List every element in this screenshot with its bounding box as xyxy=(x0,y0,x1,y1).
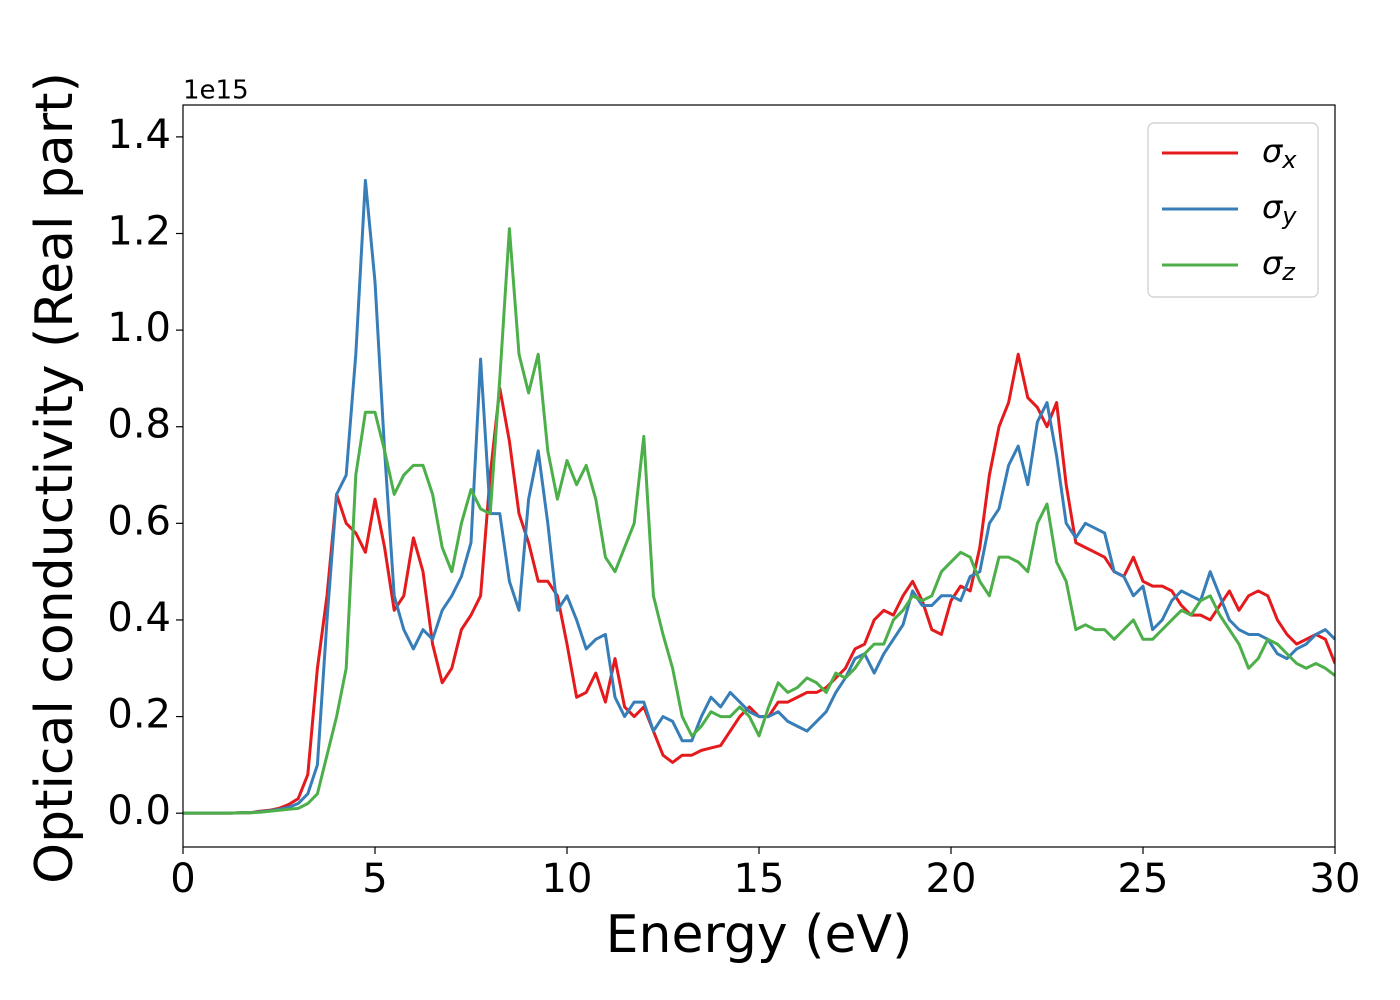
x-tick-label: 25 xyxy=(1118,856,1169,902)
y-tick-label: 1.4 xyxy=(107,112,171,158)
line-series xyxy=(183,227,1335,815)
legend-label: σy xyxy=(1262,188,1297,230)
plot-area xyxy=(183,178,1335,815)
x-axis-label: Energy (eV) xyxy=(606,905,913,965)
y-tick-label: 1.0 xyxy=(107,305,171,351)
x-tick-label: 10 xyxy=(542,856,593,902)
y-tick-label: 0.4 xyxy=(107,595,171,641)
y-tick-label: 0.8 xyxy=(107,402,171,448)
legend-label: σz xyxy=(1262,244,1296,286)
y-tick-label: 1.2 xyxy=(107,208,171,254)
x-tick-label: 5 xyxy=(362,856,387,902)
y-offset-label: 1e15 xyxy=(183,76,249,106)
legend-label: σx xyxy=(1262,132,1297,174)
y-tick-label: 0.2 xyxy=(107,692,171,738)
x-tick-label: 0 xyxy=(170,856,195,902)
line-series xyxy=(183,178,1335,815)
y-tick-label: 0.0 xyxy=(107,788,171,834)
y-axis-label: Optical conductivity (Real part) xyxy=(25,72,85,884)
x-tick-label: 20 xyxy=(926,856,977,902)
x-tick-label: 30 xyxy=(1310,856,1361,902)
x-tick-label: 15 xyxy=(734,856,785,902)
y-tick-label: 0.6 xyxy=(107,498,171,544)
